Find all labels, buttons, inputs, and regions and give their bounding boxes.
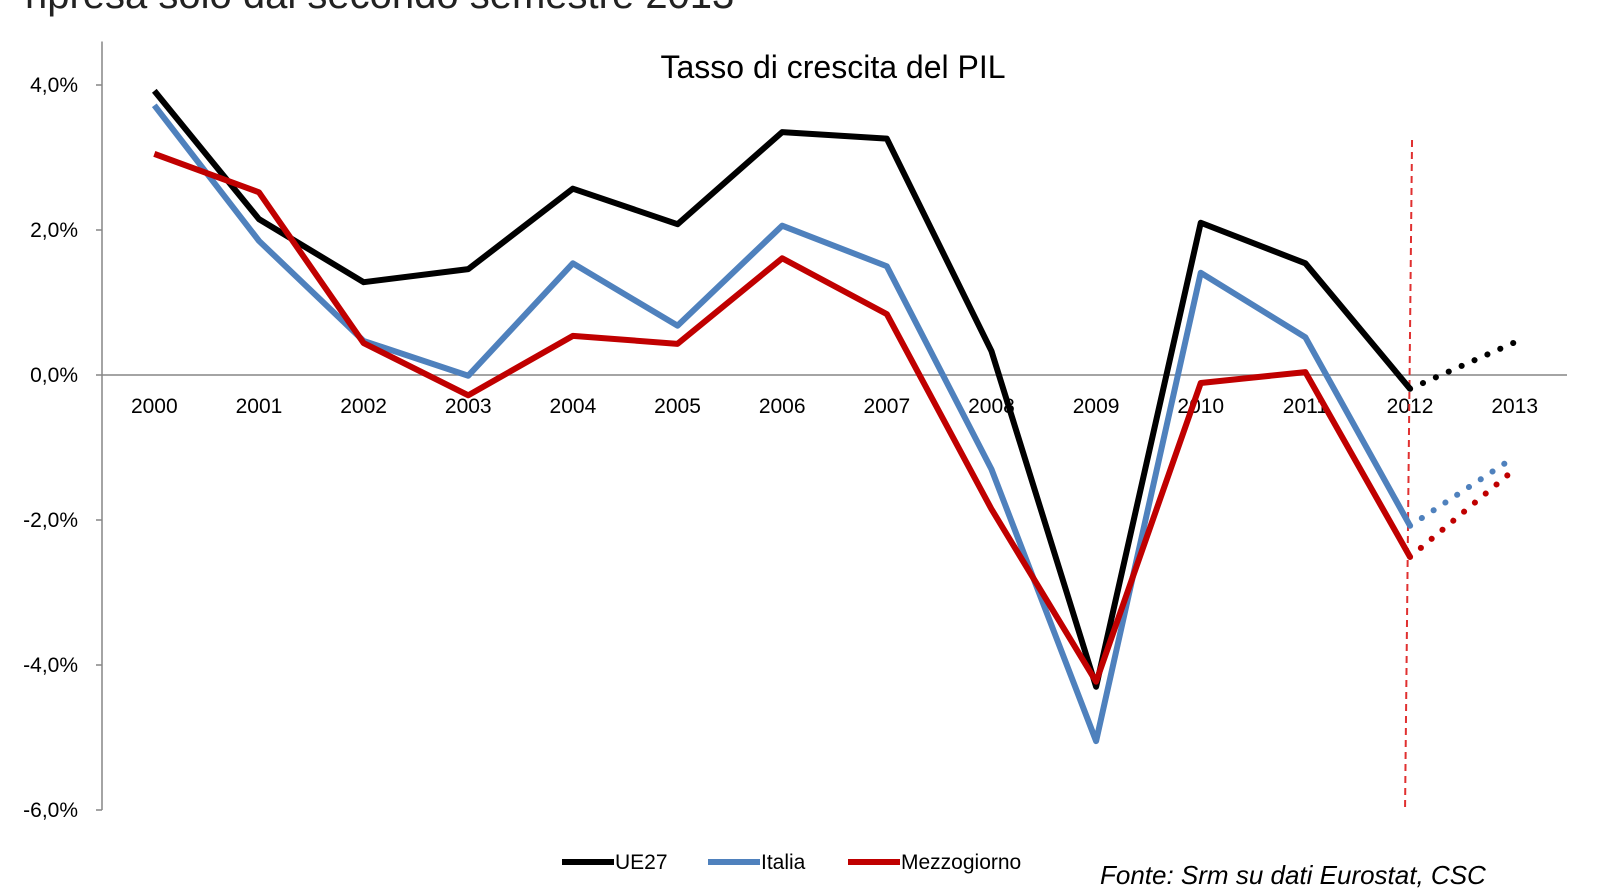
legend-label: Mezzogiorno (901, 851, 1021, 874)
x-tick-label: 2004 (550, 395, 597, 418)
series-line (151, 88, 1413, 690)
forecast-line (1407, 453, 1518, 529)
x-tick-label: 2010 (1177, 395, 1224, 418)
source-note: Fonte: Srm su dati Eurostat, CSC (1100, 860, 1486, 890)
series-line (153, 151, 1413, 685)
y-tick-label: -2,0% (23, 509, 78, 532)
x-tick-label: 2007 (863, 395, 910, 418)
x-tick-label: 2005 (654, 395, 701, 418)
y-tick-label: 0,0% (30, 364, 78, 387)
forecast-line (1407, 339, 1518, 392)
x-tick-label: 2000 (131, 395, 178, 418)
y-tick-label: 4,0% (30, 74, 78, 97)
x-tick-label: 2013 (1491, 395, 1538, 418)
page-heading: ripresa solo dal secondo semestre 2013 (25, 0, 734, 17)
series-line (151, 103, 1413, 745)
legend-label: Italia (761, 851, 806, 874)
legend-label: UE27 (615, 851, 668, 874)
y-tick-label: -4,0% (23, 654, 78, 677)
x-tick-label: 2008 (968, 395, 1015, 418)
x-tick-label: 2009 (1073, 395, 1120, 418)
x-tick-label: 2011 (1283, 395, 1328, 418)
y-tick-label: -6,0% (23, 799, 78, 822)
x-tick-label: 2001 (236, 395, 283, 418)
x-tick-label: 2006 (759, 395, 806, 418)
chart-title: Tasso di crescita del PIL (660, 49, 1005, 85)
x-tick-label: 2002 (340, 395, 387, 418)
x-tick-label: 2003 (445, 395, 492, 418)
y-tick-label: 2,0% (30, 219, 78, 242)
marker-line (1404, 139, 1414, 811)
forecast-line (1407, 466, 1518, 560)
